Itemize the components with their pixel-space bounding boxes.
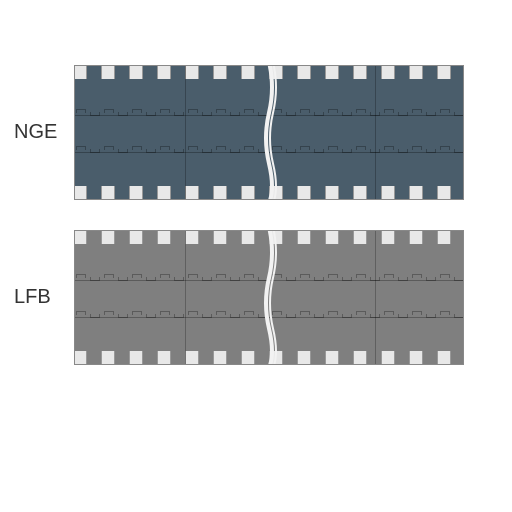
belt-nge xyxy=(74,65,464,200)
belt-label-nge: NGE xyxy=(0,121,74,144)
belt-lfb xyxy=(74,230,464,365)
belt-label-lfb: LFB xyxy=(0,286,74,309)
belt-diagram: NGE LFB xyxy=(0,65,512,395)
belt-row-lfb: LFB xyxy=(0,230,512,365)
belt-row-nge: NGE xyxy=(0,65,512,200)
